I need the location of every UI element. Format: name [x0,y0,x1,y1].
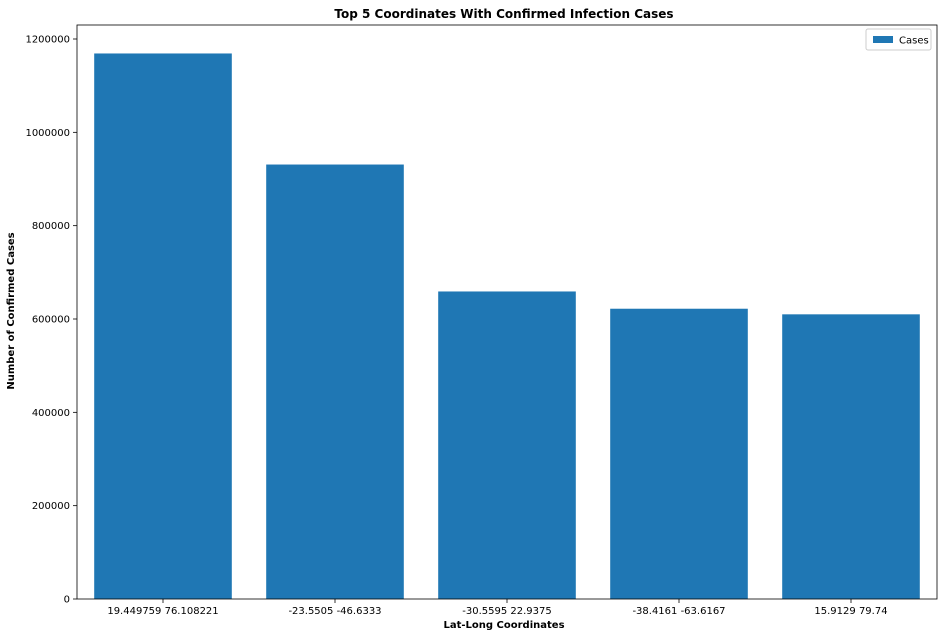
y-tick-label: 200000 [32,501,70,512]
chart-title: Top 5 Coordinates With Confirmed Infecti… [334,7,673,21]
x-tick-label: 19.449759 76.108221 [107,606,218,617]
x-axis-label: Lat-Long Coordinates [443,620,564,631]
x-tick-label: -23.5505 -46.6333 [288,606,381,617]
legend-label: Cases [899,36,929,47]
bar [266,164,404,599]
bar [94,53,232,600]
x-tick-label: -38.4161 -63.6167 [632,606,725,617]
legend-box [865,28,932,51]
bar [610,308,748,599]
y-axis-label: Number of Confirmed Cases [6,232,17,389]
y-tick-label: 800000 [32,221,70,232]
bar [782,314,920,599]
x-tick-label: -30.5595 22.9375 [462,606,552,617]
y-tick-label: 1000000 [25,128,70,139]
y-tick-label: 1200000 [25,35,70,46]
legend-swatch [873,36,893,43]
y-tick-label: 0 [64,595,70,606]
x-tick-label: 15.9129 79.74 [814,606,887,617]
bar [438,291,576,599]
y-tick-label: 600000 [32,315,70,326]
y-tick-label: 400000 [32,408,70,419]
plot-area: 0 200000 400000 600000 800000 1000000 1200000 1… [25,24,938,617]
